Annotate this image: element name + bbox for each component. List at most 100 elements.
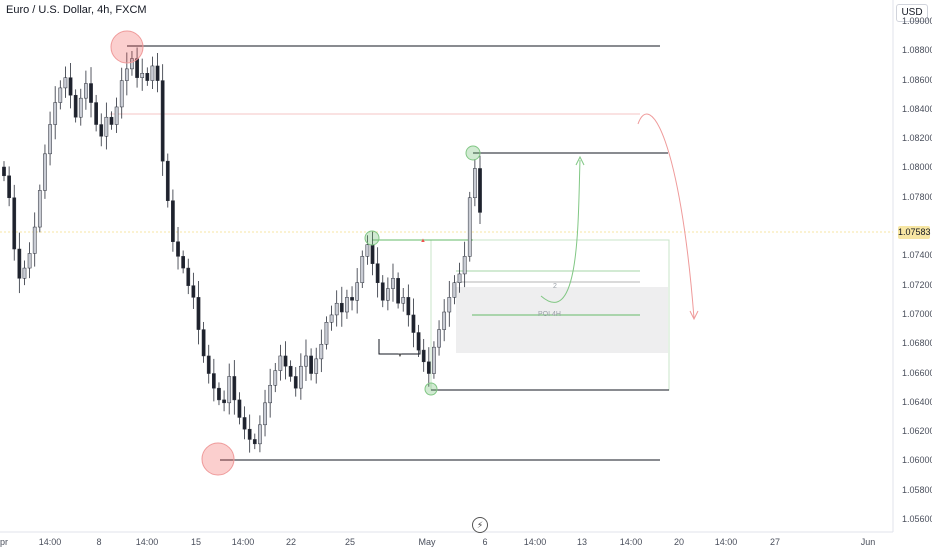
time-tick-label: pr	[0, 537, 9, 547]
time-tick-label: May	[418, 537, 436, 547]
time-tick-label: Jun	[860, 537, 876, 547]
candle-body	[140, 73, 145, 78]
time-tick-label: 14:00	[523, 537, 547, 547]
candle-body	[130, 58, 134, 70]
candles-group	[2, 47, 482, 453]
candle-body	[32, 226, 37, 254]
candle-body	[416, 332, 421, 351]
candle-body	[355, 282, 360, 301]
choch-label-marker: ▼	[397, 353, 403, 359]
candle-body	[411, 314, 416, 333]
candle-body	[339, 302, 344, 313]
price-tick-label: 1.08800	[902, 45, 932, 56]
time-tick-label: 14:00	[135, 537, 159, 547]
candle-body	[278, 355, 283, 371]
price-tick-label: 1.06000	[902, 455, 932, 466]
candle-body	[22, 267, 27, 279]
candle-body	[304, 355, 308, 367]
candle-body	[222, 399, 226, 404]
candle-body	[58, 87, 63, 103]
time-tick-label: 15	[190, 537, 202, 547]
price-tick-label: 1.08600	[902, 74, 932, 85]
candle-body	[217, 387, 221, 401]
candle-body	[252, 439, 257, 445]
candle-body	[53, 102, 58, 125]
candle-body	[171, 200, 175, 242]
candle-body	[406, 297, 411, 316]
candle-body	[426, 361, 431, 374]
candle-body	[370, 244, 375, 264]
candle-body	[181, 256, 185, 269]
candle-body	[104, 116, 109, 137]
candle-body	[135, 58, 139, 78]
candle-body	[165, 160, 170, 201]
candle-body	[268, 384, 273, 404]
candle-body	[78, 97, 83, 118]
price-tick-label: 1.06600	[902, 367, 932, 378]
candle-body	[396, 278, 400, 304]
time-tick-label: 25	[344, 537, 356, 547]
candle-body	[27, 253, 32, 269]
candle-body	[360, 256, 365, 283]
candle-body	[211, 373, 216, 389]
candle-body	[196, 297, 201, 330]
candle-body	[73, 94, 78, 118]
candle-body	[232, 376, 237, 401]
candle-body	[401, 297, 406, 304]
symbol-title[interactable]: Euro / U.S. Dollar, 4h, FXCM	[6, 4, 147, 16]
candle-body	[155, 65, 160, 81]
arrowhead-green	[575, 155, 585, 166]
candle-body	[329, 314, 334, 323]
candle-body	[37, 190, 42, 228]
candle-body	[473, 168, 477, 199]
poi-label: POI 4H	[538, 311, 561, 318]
candle-body	[206, 355, 211, 374]
candle-body	[375, 263, 380, 283]
price-tick-label: 1.06200	[902, 426, 932, 437]
candle-body	[247, 428, 252, 440]
candle-body	[386, 288, 390, 301]
candle-body	[293, 376, 298, 389]
candle-body	[283, 355, 288, 367]
candle-body	[299, 365, 303, 389]
candle-body	[432, 346, 436, 374]
price-tick-label: 1.09000	[902, 16, 932, 26]
candle-body	[145, 73, 150, 81]
candle-body	[309, 355, 313, 374]
candle-body	[447, 297, 452, 313]
candle-body	[263, 402, 267, 426]
time-tick-label: 22	[285, 537, 297, 547]
currency-badge[interactable]: USD	[896, 4, 928, 22]
candle-body	[478, 168, 482, 213]
candle-body	[227, 376, 232, 404]
candle-body	[421, 349, 426, 363]
swing-low-marker	[201, 442, 235, 476]
price-tick-label: 1.06800	[902, 338, 932, 349]
price-tick-label: 1.05600	[902, 514, 932, 524]
price-tick-label: 1.08400	[902, 103, 932, 114]
candle-body	[350, 297, 354, 301]
candle-body	[314, 358, 319, 374]
candle-body	[7, 175, 11, 199]
price-tick-label: 1.07400	[902, 250, 932, 261]
price-tick-label: 1.07800	[902, 191, 932, 202]
candle-body	[176, 241, 180, 257]
candle-body	[467, 197, 472, 257]
price-tick-label: 1.07200	[902, 279, 932, 290]
lightning-icon[interactable]: ⚡	[472, 517, 488, 533]
candle-body	[288, 365, 293, 377]
count-label: 2	[553, 283, 557, 290]
price-tick-label: 1.08000	[902, 162, 932, 173]
candle-body	[365, 244, 370, 257]
candle-body	[109, 116, 114, 125]
time-tick-label: 14:00	[619, 537, 643, 547]
candle-body	[391, 278, 395, 289]
time-tick-label: 14:00	[231, 537, 255, 547]
candle-body	[242, 417, 247, 430]
candle-body	[319, 343, 324, 360]
candle-body	[273, 370, 278, 386]
price-tick-label: 1.07000	[902, 308, 932, 319]
candle-body	[12, 197, 17, 250]
candle-body	[258, 424, 262, 445]
